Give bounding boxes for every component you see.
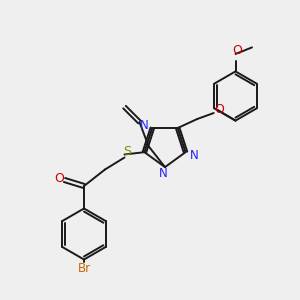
Text: N: N [140,118,148,131]
Text: N: N [159,167,168,180]
Text: O: O [54,172,64,185]
Text: O: O [214,103,224,116]
Text: S: S [123,145,131,158]
Text: O: O [232,44,242,58]
Text: Br: Br [77,262,91,275]
Text: N: N [190,149,198,162]
